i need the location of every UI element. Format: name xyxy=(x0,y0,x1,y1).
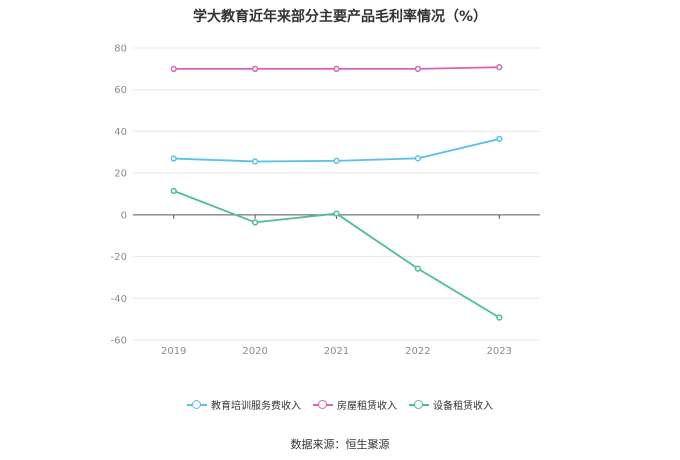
legend-swatch-icon xyxy=(409,399,429,410)
data-point xyxy=(251,158,259,165)
data-point xyxy=(496,64,503,71)
legend-swatch-icon xyxy=(313,399,333,410)
x-tick-label: 2023 xyxy=(487,346,512,357)
y-tick-label: 0 xyxy=(121,210,127,221)
y-tick-label: 20 xyxy=(114,169,127,180)
data-point xyxy=(251,65,259,73)
data-point xyxy=(170,65,177,73)
chart-title: 学大教育近年来部分主要产品毛利率情况（%） xyxy=(192,9,488,25)
data-point xyxy=(333,65,340,73)
legend-label: 设备租赁收入 xyxy=(433,401,493,412)
data-point xyxy=(170,155,177,162)
data-point xyxy=(414,265,422,272)
x-tick-label: 2021 xyxy=(324,346,349,357)
legend-swatch-icon xyxy=(187,399,207,410)
legend-item[interactable]: 房屋租赁收入 xyxy=(313,397,397,412)
data-point xyxy=(414,65,422,73)
y-tick-label: 40 xyxy=(114,127,127,138)
data-point xyxy=(333,210,340,217)
y-tick-label: -60 xyxy=(111,336,127,347)
data-point xyxy=(251,219,259,226)
y-tick-label: -20 xyxy=(111,252,127,263)
data-point xyxy=(333,157,340,164)
x-tick-label: 2022 xyxy=(405,346,430,357)
legend-label: 教育培训服务费收入 xyxy=(211,401,301,412)
y-tick-label: 60 xyxy=(114,85,127,96)
x-tick-label: 2020 xyxy=(242,346,267,357)
chart-legend: 教育培训服务费收入 房屋租赁收入 设备租赁收入 xyxy=(0,397,680,412)
data-point xyxy=(414,155,422,162)
data-source-note: 数据来源：恒生聚源 xyxy=(290,438,390,451)
data-point xyxy=(170,187,177,195)
legend-label: 房屋租赁收入 xyxy=(337,401,397,412)
x-tick-label: 2019 xyxy=(161,346,186,357)
data-point xyxy=(496,135,503,143)
legend-item[interactable]: 教育培训服务费收入 xyxy=(187,397,301,412)
y-tick-label: 80 xyxy=(114,44,127,55)
data-point xyxy=(496,314,503,321)
legend-item[interactable]: 设备租赁收入 xyxy=(409,397,493,412)
line-chart: 80 60 40 20 0 -20 -40 -60 2019 2020 2021 2022 2023 xyxy=(111,44,540,357)
y-tick-label: -40 xyxy=(111,294,127,305)
